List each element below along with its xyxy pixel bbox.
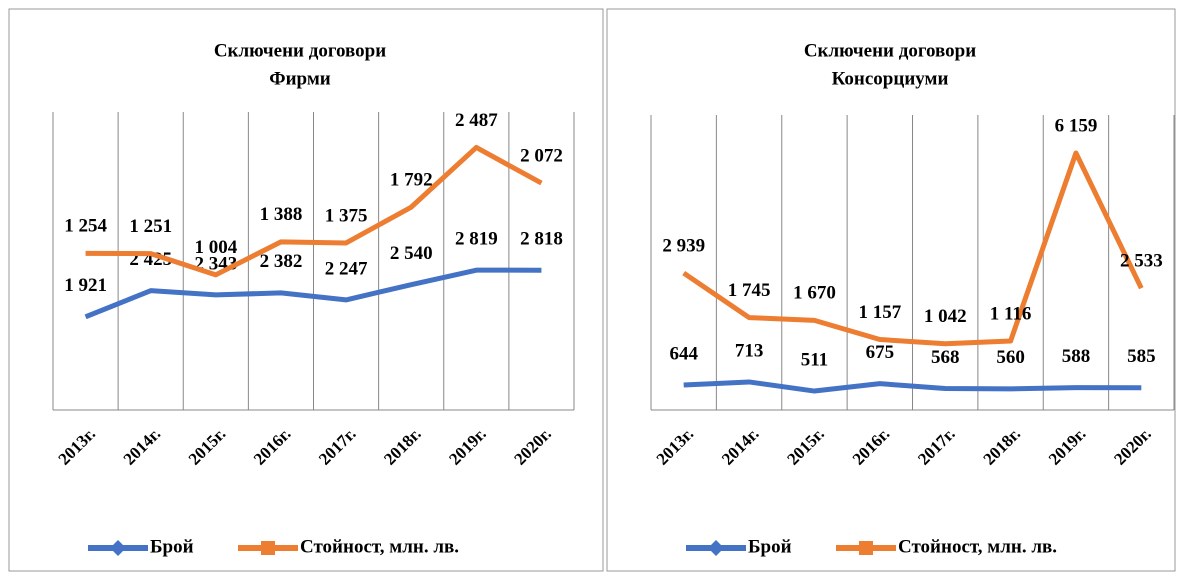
data-label: 2 533 — [1120, 251, 1163, 272]
x-tick-label: 2020г. — [1110, 424, 1155, 469]
x-tick-label: 2019г. — [1045, 424, 1090, 469]
data-label: 1 254 — [64, 216, 107, 237]
x-tick-label: 2016г. — [849, 424, 894, 469]
legend-label: Стойност, млн. лв. — [898, 536, 1057, 557]
legend-marker — [708, 540, 724, 556]
data-label: 1 157 — [858, 302, 901, 323]
data-label: 2 939 — [662, 235, 705, 256]
panel-border — [8, 8, 604, 572]
legend-marker — [859, 541, 873, 555]
legend-label: Брой — [150, 536, 194, 557]
x-tick-label: 2015г. — [783, 424, 828, 469]
series-line — [84, 267, 542, 320]
data-label: 1 670 — [793, 283, 836, 304]
data-label: 1 921 — [64, 275, 107, 296]
series-line — [85, 144, 543, 278]
data-label: 511 — [801, 349, 828, 370]
data-label: 560 — [996, 347, 1025, 368]
x-tick-label: 2019г. — [445, 424, 490, 469]
data-label: 6 159 — [1055, 115, 1098, 136]
legend-label: Стойност, млн. лв. — [300, 536, 459, 557]
x-tick-label: 2016г. — [250, 424, 295, 469]
data-label: 2 072 — [520, 145, 563, 166]
data-label: 1 792 — [390, 170, 433, 191]
x-tick-label: 2013г. — [653, 424, 698, 469]
x-tick-label: 2014г. — [718, 424, 763, 469]
data-label: 568 — [931, 347, 960, 368]
data-label: 713 — [735, 340, 764, 361]
x-tick-label: 2013г. — [55, 424, 100, 469]
data-label: 2 487 — [455, 110, 498, 131]
data-label: 1 375 — [325, 205, 368, 226]
chart-title: Сключени договори — [804, 40, 976, 61]
data-label: 2 818 — [520, 229, 563, 250]
data-label: 675 — [866, 342, 895, 363]
data-label: 1 251 — [129, 216, 172, 237]
data-label: 585 — [1127, 346, 1156, 367]
data-label: 1 388 — [260, 204, 303, 225]
legend-marker — [261, 541, 275, 555]
data-label: 2 819 — [455, 229, 498, 250]
legend-label: Брой — [748, 536, 792, 557]
x-tick-label: 2018г. — [980, 424, 1025, 469]
series-line — [683, 379, 1142, 394]
data-label: 1 116 — [990, 303, 1032, 324]
data-label: 588 — [1062, 346, 1091, 367]
x-tick-label: 2017г. — [914, 424, 959, 469]
chart-subtitle: Консорциуми — [832, 68, 949, 89]
data-label: 1 745 — [728, 280, 771, 301]
data-label: 644 — [669, 343, 698, 364]
x-tick-label: 2017г. — [315, 424, 360, 469]
chart-title: Сключени договори — [214, 40, 386, 61]
legend-marker — [110, 540, 126, 556]
x-tick-label: 2020г. — [510, 424, 555, 469]
x-tick-label: 2015г. — [185, 424, 230, 469]
chart-subtitle: Фирми — [269, 68, 330, 89]
data-label: 2 540 — [390, 243, 433, 264]
data-label: 1 042 — [924, 306, 967, 327]
x-tick-label: 2014г. — [120, 424, 165, 469]
series-line — [682, 150, 1144, 347]
data-label: 2 247 — [325, 258, 368, 279]
x-tick-label: 2018г. — [380, 424, 425, 469]
panel-border — [606, 8, 1176, 572]
data-label: 1 004 — [194, 237, 237, 258]
data-label: 2 382 — [260, 251, 303, 272]
